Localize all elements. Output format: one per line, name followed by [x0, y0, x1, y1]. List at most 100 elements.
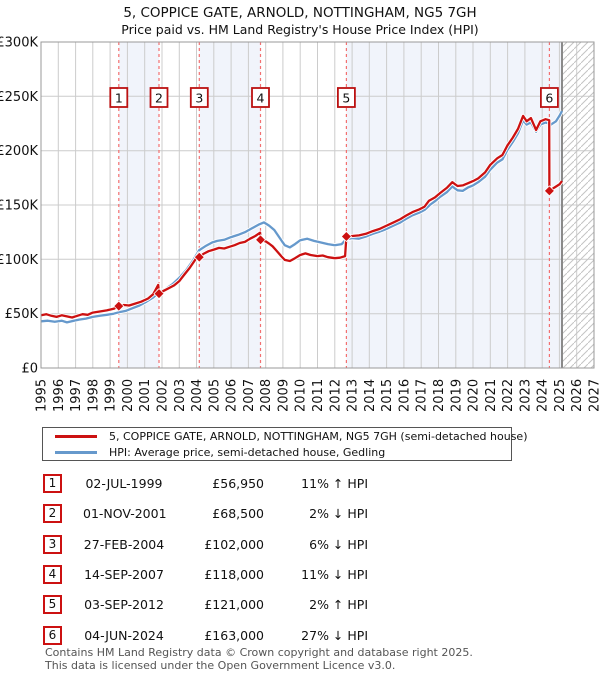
legend-label-price-paid: 5, COPPICE GATE, ARNOLD, NOTTINGHAM, NG5…: [109, 429, 528, 443]
svg-text:2012: 2012: [328, 379, 343, 412]
svg-text:2007: 2007: [242, 379, 257, 412]
svg-text:2017: 2017: [415, 379, 430, 412]
footer-line-1: Contains HM Land Registry data © Crown c…: [45, 646, 473, 659]
legend-label-hpi: HPI: Average price, semi-detached house,…: [109, 445, 386, 459]
sale-date: 04-JUN-2024: [84, 628, 164, 643]
sale-date: 27-FEB-2004: [83, 537, 165, 552]
svg-text:2006: 2006: [225, 379, 240, 412]
sale-price: £68,500: [212, 506, 264, 521]
sale-marker: [153, 288, 165, 300]
svg-text:2024: 2024: [536, 379, 551, 412]
sale-marker: [543, 185, 555, 197]
sale-vs-hpi: 2% ↓ HPI: [309, 506, 368, 521]
sale-number-badge: 2: [43, 504, 62, 523]
sale-vs-hpi: 11% ↑ HPI: [301, 476, 368, 491]
chart-title: 5, COPPICE GATE, ARNOLD, NOTTINGHAM, NG5…: [123, 5, 477, 21]
svg-text:4: 4: [257, 91, 265, 106]
svg-text:£250K: £250K: [0, 90, 38, 105]
svg-text:1999: 1999: [104, 379, 119, 412]
footer-line-2: This data is licensed under the Open Gov…: [45, 658, 396, 672]
table-row: 3 27-FEB-2004 £102,000 6% ↓ HPI: [43, 535, 463, 554]
future-hatch-region: [561, 42, 594, 368]
svg-text:2000: 2000: [121, 379, 136, 412]
svg-text:6: 6: [545, 91, 553, 106]
sale-number-badge: 5: [43, 595, 62, 614]
svg-text:1996: 1996: [52, 379, 67, 412]
svg-text:2025: 2025: [553, 379, 568, 412]
sale-date: 02-JUL-1999: [85, 476, 163, 491]
svg-text:£300K: £300K: [0, 36, 38, 51]
sale-markers: [113, 185, 555, 312]
sale-marker: [340, 230, 352, 243]
svg-text:2009: 2009: [276, 379, 291, 412]
svg-text:2002: 2002: [156, 379, 171, 412]
legend: 5, COPPICE GATE, ARNOLD, NOTTINGHAM, NG5…: [42, 427, 527, 461]
sale-price: £163,000: [204, 628, 264, 643]
svg-text:2001: 2001: [138, 379, 153, 412]
table-row: 1 02-JUL-1999 £56,950 11% ↑ HPI: [43, 474, 463, 493]
svg-text:2016: 2016: [397, 379, 412, 412]
chart-subtitle: Price paid vs. HM Land Registry's House …: [121, 22, 479, 37]
table-row: 2 01-NOV-2001 £68,500 2% ↓ HPI: [43, 504, 463, 523]
svg-text:2022: 2022: [501, 379, 516, 412]
svg-text:2010: 2010: [294, 379, 309, 412]
y-axis-labels: £0 £50K £100K £150K £200K £250K £300K: [0, 36, 38, 377]
sale-marker: [254, 234, 267, 246]
sale-number-badges: 1 2 3 4 5 6: [109, 87, 559, 108]
svg-text:5: 5: [342, 91, 350, 106]
price-history-chart: 1 2 3 4 5 6 £0 £50K £100K £150K £200K £250K £30…: [0, 36, 600, 413]
svg-text:£50K: £50K: [5, 307, 39, 322]
sale-number-badge: 1: [43, 474, 62, 493]
svg-text:£0: £0: [21, 362, 38, 377]
svg-text:2004: 2004: [190, 379, 205, 412]
svg-text:2020: 2020: [467, 379, 482, 412]
svg-text:2013: 2013: [346, 379, 361, 412]
svg-text:2011: 2011: [311, 379, 326, 412]
legend-item-hpi: HPI: Average price, semi-detached house,…: [43, 445, 511, 459]
sale-date: 03-SEP-2012: [84, 597, 164, 612]
table-row: 6 04-JUN-2024 £163,000 27% ↓ HPI: [43, 626, 463, 645]
sale-number-badge: 3: [43, 535, 62, 554]
svg-text:£200K: £200K: [0, 144, 38, 159]
svg-text:1995: 1995: [35, 379, 50, 412]
svg-text:1: 1: [115, 91, 123, 106]
price-paid-line-swatch: [55, 434, 97, 438]
sale-vs-hpi: 6% ↓ HPI: [309, 537, 368, 552]
sale-marker: [193, 251, 205, 263]
sale-date: 14-SEP-2007: [84, 567, 164, 582]
table-row: 5 03-SEP-2012 £121,000 2% ↑ HPI: [43, 595, 463, 614]
sale-price: £121,000: [204, 597, 264, 612]
svg-text:2021: 2021: [484, 379, 499, 412]
svg-text:£150K: £150K: [0, 199, 38, 214]
sale-price: £56,950: [212, 476, 264, 491]
sale-vs-hpi: 11% ↓ HPI: [301, 567, 368, 582]
sale-number-badge: 6: [43, 626, 62, 645]
svg-text:2019: 2019: [449, 379, 464, 412]
svg-text:1997: 1997: [69, 379, 84, 412]
hpi-line-swatch: [55, 450, 97, 454]
svg-text:3: 3: [195, 91, 203, 106]
svg-text:1998: 1998: [86, 379, 101, 412]
svg-text:2026: 2026: [570, 379, 585, 412]
svg-text:2023: 2023: [518, 379, 533, 412]
svg-text:2003: 2003: [173, 379, 188, 412]
svg-text:2027: 2027: [588, 379, 600, 412]
sale-date: 01-NOV-2001: [83, 506, 167, 521]
table-row: 4 14-SEP-2007 £118,000 11% ↓ HPI: [43, 565, 463, 584]
sale-price: £118,000: [204, 567, 264, 582]
svg-text:2014: 2014: [363, 379, 378, 412]
plot-border: [40, 41, 595, 369]
sale-vs-hpi: 2% ↑ HPI: [309, 597, 368, 612]
x-axis-labels: 1995 1996 1997 1998 1999 2000 2001 2002 2003 2004…: [35, 379, 600, 412]
sale-number-badge: 4: [43, 565, 62, 584]
sale-vs-hpi: 27% ↓ HPI: [301, 628, 368, 643]
sale-marker: [113, 300, 125, 312]
hpi-line: [40, 110, 564, 325]
copyright-footer: Contains HM Land Registry data © Crown c…: [45, 646, 473, 672]
svg-text:£100K: £100K: [0, 253, 38, 268]
sale-price: £102,000: [204, 537, 264, 552]
svg-text:2: 2: [155, 91, 163, 106]
legend-item-price-paid: 5, COPPICE GATE, ARNOLD, NOTTINGHAM, NG5…: [43, 429, 527, 443]
svg-text:2005: 2005: [207, 379, 222, 412]
